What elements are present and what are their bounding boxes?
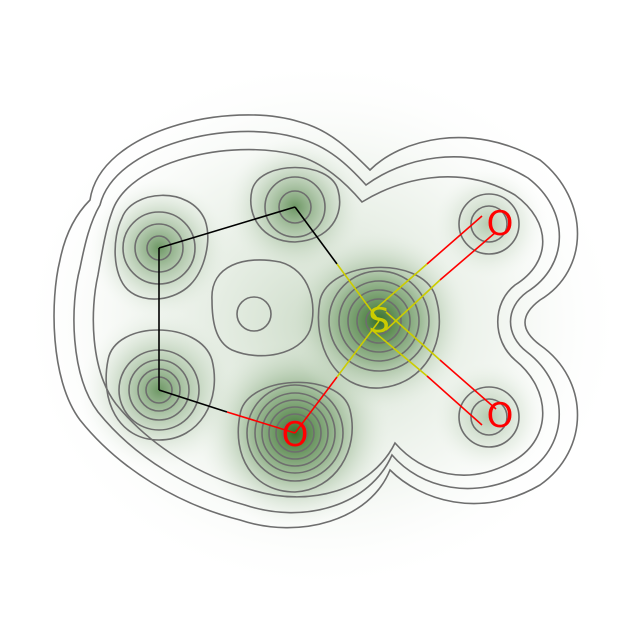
contour-outer xyxy=(53,114,579,529)
bond-s1-o1-a-oxygen xyxy=(426,215,483,265)
density-field xyxy=(17,55,627,595)
bond-s1-o2-a-oxygen xyxy=(426,375,483,426)
bonds xyxy=(158,206,497,434)
bond-s1-o2-b-sulfur xyxy=(385,311,441,361)
bond-c3-o3-carbon-half xyxy=(158,389,228,413)
atom-oxygen-ring: O xyxy=(282,415,309,455)
contour-lines xyxy=(53,114,579,529)
contour-2 xyxy=(73,130,561,514)
bond-s1-o1-a-sulfur xyxy=(371,263,428,313)
atom-sulfur: S xyxy=(368,301,390,341)
contour-3 xyxy=(92,148,544,498)
bond-s1-o2-a-sulfur xyxy=(371,329,428,377)
bond-c1-s1-carbon-half xyxy=(294,206,338,265)
atom-oxygen-top: O xyxy=(487,204,514,244)
bond-s1-o2-b-oxygen xyxy=(439,359,497,410)
bond-c1-c2 xyxy=(158,206,296,249)
ring-center-contour xyxy=(211,259,314,357)
bond-s1-o3-oxygen-half xyxy=(294,376,338,434)
bond-s1-o1-b-oxygen xyxy=(439,231,497,281)
atom-oxygen-bottom: O xyxy=(487,396,514,436)
bond-s1-o1-b-sulfur xyxy=(385,279,441,331)
atom-labels: S O O O xyxy=(282,204,514,455)
bond-c3-o3-oxygen-half xyxy=(226,411,296,434)
